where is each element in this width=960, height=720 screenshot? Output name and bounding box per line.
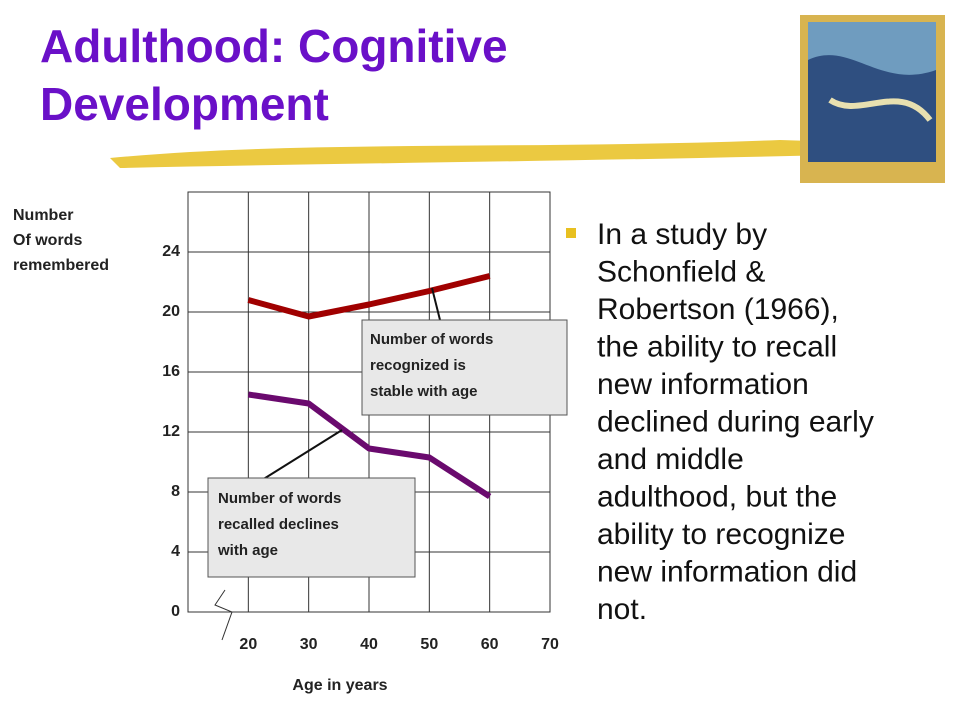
x-tick-label: 30 (300, 636, 318, 653)
annotation-text: recalled declines (218, 516, 339, 533)
annotation-box (361, 319, 568, 416)
annotation-text: stable with age (370, 383, 478, 400)
x-axis-label: Age in years (292, 677, 387, 694)
y-axis-label: remembered (13, 257, 109, 274)
bullet-text: not. (597, 593, 647, 626)
bullet-text: and middle (597, 443, 744, 476)
y-tick-label: 4 (171, 543, 180, 560)
bullet-text: ability to recognize (597, 518, 845, 551)
bullet-text: new information did (597, 555, 857, 588)
x-tick-label: 40 (360, 636, 378, 653)
title-line: Development (40, 78, 329, 130)
y-tick-label: 16 (162, 363, 180, 380)
bullet-text: the ability to recall (597, 330, 837, 363)
bullet-marker (566, 228, 576, 238)
data-line (247, 273, 491, 320)
bullet-text: In a study by (597, 218, 767, 251)
bullet-text: Schonfield & (597, 255, 765, 288)
brush-stroke (110, 140, 940, 168)
bullet-text: new information (597, 368, 809, 401)
leader-line (431, 287, 441, 321)
x-tick-label: 50 (420, 636, 438, 653)
data-line (247, 391, 492, 500)
picture (800, 15, 945, 183)
y-axis-label: Of words (13, 232, 82, 249)
x-tick-label: 20 (239, 636, 257, 653)
bullet-text: declined during early (597, 405, 874, 438)
y-tick-label: 24 (162, 243, 180, 260)
annotation-text: with age (217, 542, 278, 559)
annotation-box (207, 477, 416, 578)
annotation-text: recognized is (370, 357, 466, 374)
y-tick-label: 20 (162, 303, 180, 320)
y-tick-label: 8 (171, 483, 180, 500)
annotation-text: Number of words (218, 490, 341, 507)
y-axis-label: Number (13, 207, 73, 224)
y-tick-label: 0 (171, 603, 180, 620)
title-line: Adulthood: Cognitive (40, 20, 508, 72)
axis-break (214, 589, 233, 641)
bullet-text: adulthood, but the (597, 480, 837, 513)
x-tick-label: 70 (541, 636, 559, 653)
leader-line (261, 429, 343, 481)
bullet-text: Robertson (1966), (597, 293, 839, 326)
x-tick-label: 60 (481, 636, 499, 653)
annotation-text: Number of words (370, 331, 493, 348)
y-tick-label: 12 (162, 423, 180, 440)
